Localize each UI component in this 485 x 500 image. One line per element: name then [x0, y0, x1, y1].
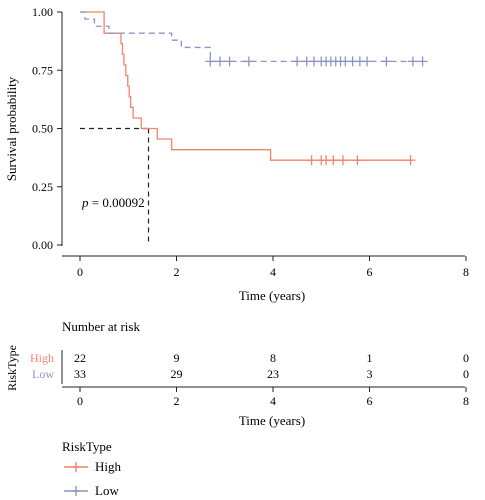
- risk-count-high: 1: [367, 351, 373, 365]
- y-tick-label: 0.75: [32, 63, 53, 77]
- risk-count-low: 29: [171, 367, 183, 381]
- legend-label: High: [95, 459, 122, 474]
- legend-label: Low: [95, 483, 119, 498]
- series-high: [80, 11, 416, 166]
- risk-table-counts: 22 9 8 1 0 33 29 23 3 0: [74, 351, 469, 381]
- risk-count-high: 22: [74, 351, 86, 365]
- x-tick-label: 6: [367, 265, 373, 279]
- legend-title: RiskType: [62, 439, 112, 454]
- legend: RiskType High Low: [62, 439, 122, 498]
- risk-x-tick-label: 4: [270, 394, 276, 408]
- risk-count-low: 0: [463, 367, 469, 381]
- y-tick-label: 0.25: [32, 180, 53, 194]
- x-tick-label: 2: [174, 265, 180, 279]
- risk-row-label-low: Low: [32, 367, 54, 381]
- x-tick-label: 0: [77, 265, 83, 279]
- median-survival-lines: [80, 127, 150, 245]
- risk-table-x-ticks: 0 2 4 6 8: [77, 387, 469, 408]
- risk-count-low: 3: [367, 367, 373, 381]
- risk-table-title: Number at risk: [62, 319, 140, 334]
- survival-curve-high: [80, 11, 411, 161]
- risk-row-label-high: High: [30, 351, 54, 365]
- risk-table: Number at risk RiskType High Low 22 9 8 1 03…: [5, 319, 469, 428]
- p-value-symbol: p: [81, 195, 89, 210]
- x-ticks: 0 2 4 6 8: [77, 256, 469, 279]
- survival-curve-low: [80, 11, 423, 63]
- main-plot: 0.00 0.25 0.50 0.75 1.00 0 2 4 6 8 Survival prob…: [4, 5, 469, 303]
- legend-entry-high: High: [64, 459, 122, 474]
- legend-entry-low: Low: [64, 483, 119, 498]
- y-tick-label: 0.00: [32, 238, 53, 252]
- risk-count-high: 8: [270, 351, 276, 365]
- x-tick-label: 4: [270, 265, 276, 279]
- risk-x-tick-label: 6: [367, 394, 373, 408]
- risk-count-high: 9: [174, 351, 180, 365]
- y-ticks: 0.00 0.25 0.50 0.75 1.00: [32, 5, 62, 252]
- risk-x-tick-label: 2: [174, 394, 180, 408]
- risk-count-low: 33: [74, 367, 86, 381]
- p-value-annotation: p = 0.00092: [81, 195, 145, 210]
- y-tick-label: 1.00: [32, 5, 53, 19]
- risk-table-x-label: Time (years): [239, 413, 305, 428]
- risk-table-group-label: RiskType: [5, 345, 19, 391]
- series-low: [80, 11, 428, 67]
- risk-count-high: 0: [463, 351, 469, 365]
- survival-curves: [80, 11, 428, 166]
- risk-count-low: 23: [267, 367, 279, 381]
- p-value-text: = 0.00092: [89, 195, 145, 210]
- risk-x-tick-label: 8: [463, 394, 469, 408]
- y-axis-label: Survival probability: [4, 76, 19, 181]
- legend-entries: High Low: [64, 459, 122, 498]
- y-tick-label: 0.50: [32, 122, 53, 136]
- x-tick-label: 8: [463, 265, 469, 279]
- risk-x-tick-label: 0: [77, 394, 83, 408]
- x-axis-label: Time (years): [239, 288, 305, 303]
